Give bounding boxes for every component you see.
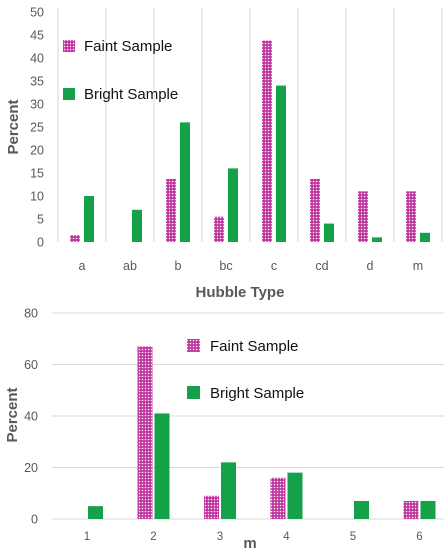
chart1-y-tick-label: 0: [37, 236, 44, 250]
chart1-bar-faint: [358, 191, 368, 242]
chart2-legend-label-bright: Bright Sample: [210, 385, 304, 402]
chart1-x-tick-label: bc: [219, 259, 232, 273]
chart2-bar-faint: [403, 500, 419, 519]
chart1-x-tick-label: m: [413, 259, 423, 273]
chart1-bar-faint: [214, 216, 224, 242]
chart1-bar-faint: [310, 178, 320, 242]
chart1-bar-bright: [84, 196, 94, 242]
chart2-y-ticks: 0 20 40 60 80: [24, 307, 38, 527]
chart2-gridlines: [52, 312, 444, 520]
chart2-x-tick-label: 6: [416, 531, 422, 543]
chart1-y-tick-label: 30: [30, 98, 44, 112]
chart1-legend-label-bright: Bright Sample: [84, 86, 178, 103]
chart2-bar-bright: [221, 462, 236, 519]
chart1-x-tick-label: a: [79, 259, 86, 273]
chart1-bar-faint: [262, 40, 272, 242]
chart2-legend-swatch-faint: [187, 339, 200, 352]
chart1-bar-bright: [372, 237, 382, 242]
chart1-y-tick-label: 10: [30, 190, 44, 204]
chart1-y-axis-label: Percent: [5, 99, 22, 154]
chart2-bar-bright: [154, 413, 170, 519]
chart2-y-tick-label: 80: [24, 307, 38, 321]
chart1-x-tick-label: cd: [315, 259, 328, 273]
m-distribution-chart: 0 20 40 60 80 1 2 3 4 5 6 Percent m Faint Sample …: [4, 307, 444, 550]
chart1-x-tick-label: ab: [123, 259, 137, 273]
chart2-x-tick-label: 2: [150, 531, 156, 543]
chart2-legend: Faint Sample Bright Sample: [187, 338, 304, 402]
chart1-bar-bright: [180, 122, 190, 242]
chart1-bar-faint: [406, 191, 416, 242]
chart2-bar-bright: [287, 472, 303, 519]
chart1-bar-bright: [420, 232, 430, 242]
chart2-legend-swatch-bright: [187, 386, 200, 399]
chart2-y-tick-label: 0: [31, 513, 38, 527]
chart2-bars: [88, 346, 436, 519]
chart2-legend-label-faint: Faint Sample: [210, 338, 298, 355]
chart1-y-ticks: 0 5 10 15 20 25 30 35 40 45 50: [30, 6, 44, 250]
chart2-bar-faint: [137, 346, 153, 519]
chart1-x-tick-label: b: [175, 259, 182, 273]
chart2-bar-bright: [420, 500, 436, 519]
chart1-legend-swatch-bright: [63, 88, 75, 100]
chart2-x-axis-label: m: [243, 535, 256, 550]
chart1-x-axis-label: Hubble Type: [196, 284, 285, 301]
chart2-y-axis-label: Percent: [4, 387, 21, 442]
chart1-bar-bright: [276, 85, 286, 242]
chart1-x-ticks: a ab b bc c cd d m: [79, 259, 424, 273]
chart1-y-tick-label: 25: [30, 121, 44, 135]
chart2-x-tick-label: 1: [84, 531, 90, 543]
chart1-x-tick-label: d: [367, 259, 374, 273]
chart2-bar-bright: [88, 506, 103, 519]
chart1-bar-faint: [166, 178, 176, 242]
chart2-x-ticks: 1 2 3 4 5 6: [84, 531, 423, 543]
chart2-x-tick-label: 4: [283, 531, 290, 543]
chart1-bar-bright: [324, 223, 334, 242]
chart1-y-tick-label: 40: [30, 52, 44, 66]
chart2-x-tick-label: 5: [350, 531, 356, 543]
chart1-y-tick-label: 15: [30, 167, 44, 181]
chart1-gridlines: [57, 8, 443, 242]
chart1-y-tick-label: 5: [37, 213, 44, 227]
chart2-y-tick-label: 40: [24, 410, 38, 424]
chart1-y-tick-label: 45: [30, 29, 44, 43]
chart2-bar-bright: [354, 500, 369, 519]
chart1-x-tick-label: c: [271, 259, 277, 273]
chart2-bar-faint: [204, 495, 219, 519]
chart1-bar-faint: [70, 235, 80, 242]
chart1-y-tick-label: 20: [30, 144, 44, 158]
chart1-bar-bright: [228, 168, 238, 242]
chart1-bars: [70, 40, 430, 242]
chart2-y-tick-label: 60: [24, 358, 38, 372]
chart1-y-tick-label: 50: [30, 6, 44, 20]
chart1-y-tick-label: 35: [30, 75, 44, 89]
chart2-y-tick-label: 20: [24, 461, 38, 475]
chart1-legend-label-faint: Faint Sample: [84, 38, 172, 55]
chart1-legend: Faint Sample Bright Sample: [63, 38, 178, 103]
chart2-bar-faint: [270, 477, 286, 519]
chart1-legend-swatch-faint: [63, 40, 75, 52]
hubble-type-chart: 0 5 10 15 20 25 30 35 40 45 50 a ab b bc c cd d m Percent…: [5, 6, 443, 301]
chart1-bar-bright: [132, 209, 142, 242]
chart2-x-tick-label: 3: [217, 531, 223, 543]
